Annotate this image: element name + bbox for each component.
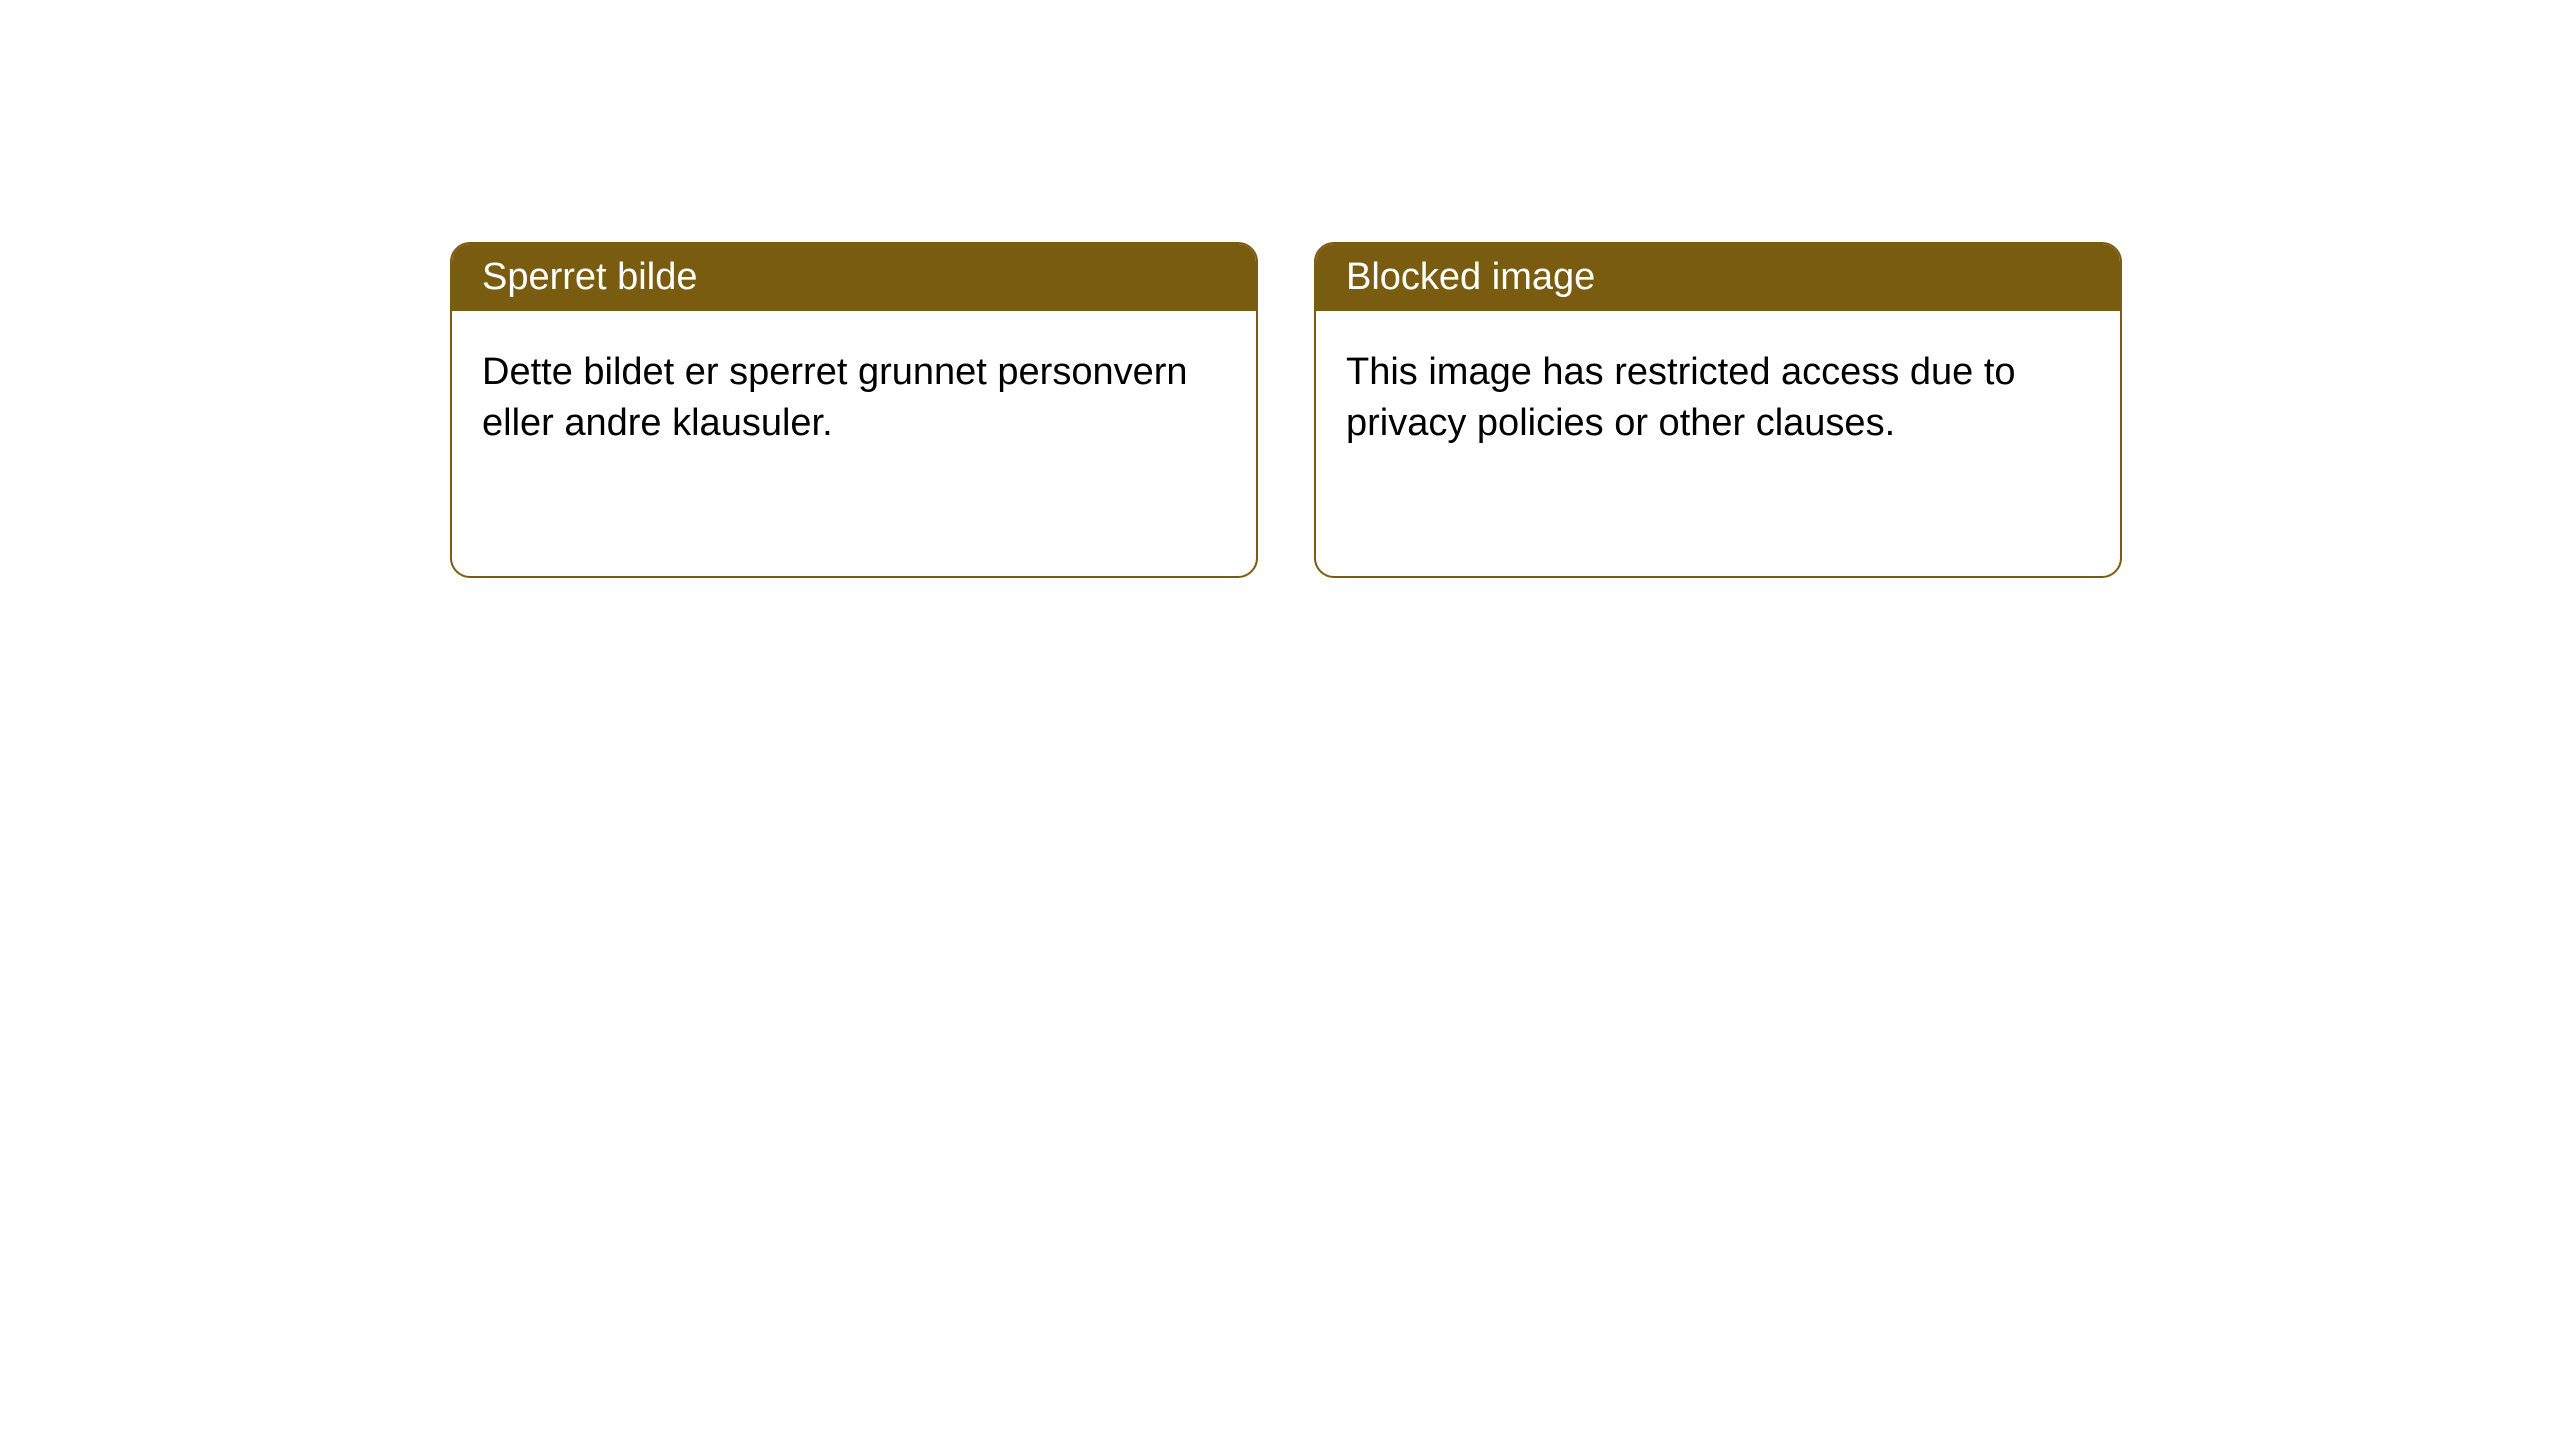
card-body-text: Dette bildet er sperret grunnet personve… (482, 351, 1188, 444)
card-header: Sperret bilde (452, 244, 1256, 311)
notice-card-english: Blocked image This image has restricted … (1314, 242, 2122, 578)
notice-card-norwegian: Sperret bilde Dette bildet er sperret gr… (450, 242, 1258, 578)
card-body: Dette bildet er sperret grunnet personve… (452, 311, 1256, 486)
card-body-text: This image has restricted access due to … (1346, 351, 2016, 444)
card-body: This image has restricted access due to … (1316, 311, 2120, 486)
card-title: Blocked image (1346, 256, 1595, 298)
notice-cards-container: Sperret bilde Dette bildet er sperret gr… (450, 242, 2122, 578)
card-title: Sperret bilde (482, 256, 697, 298)
card-header: Blocked image (1316, 244, 2120, 311)
